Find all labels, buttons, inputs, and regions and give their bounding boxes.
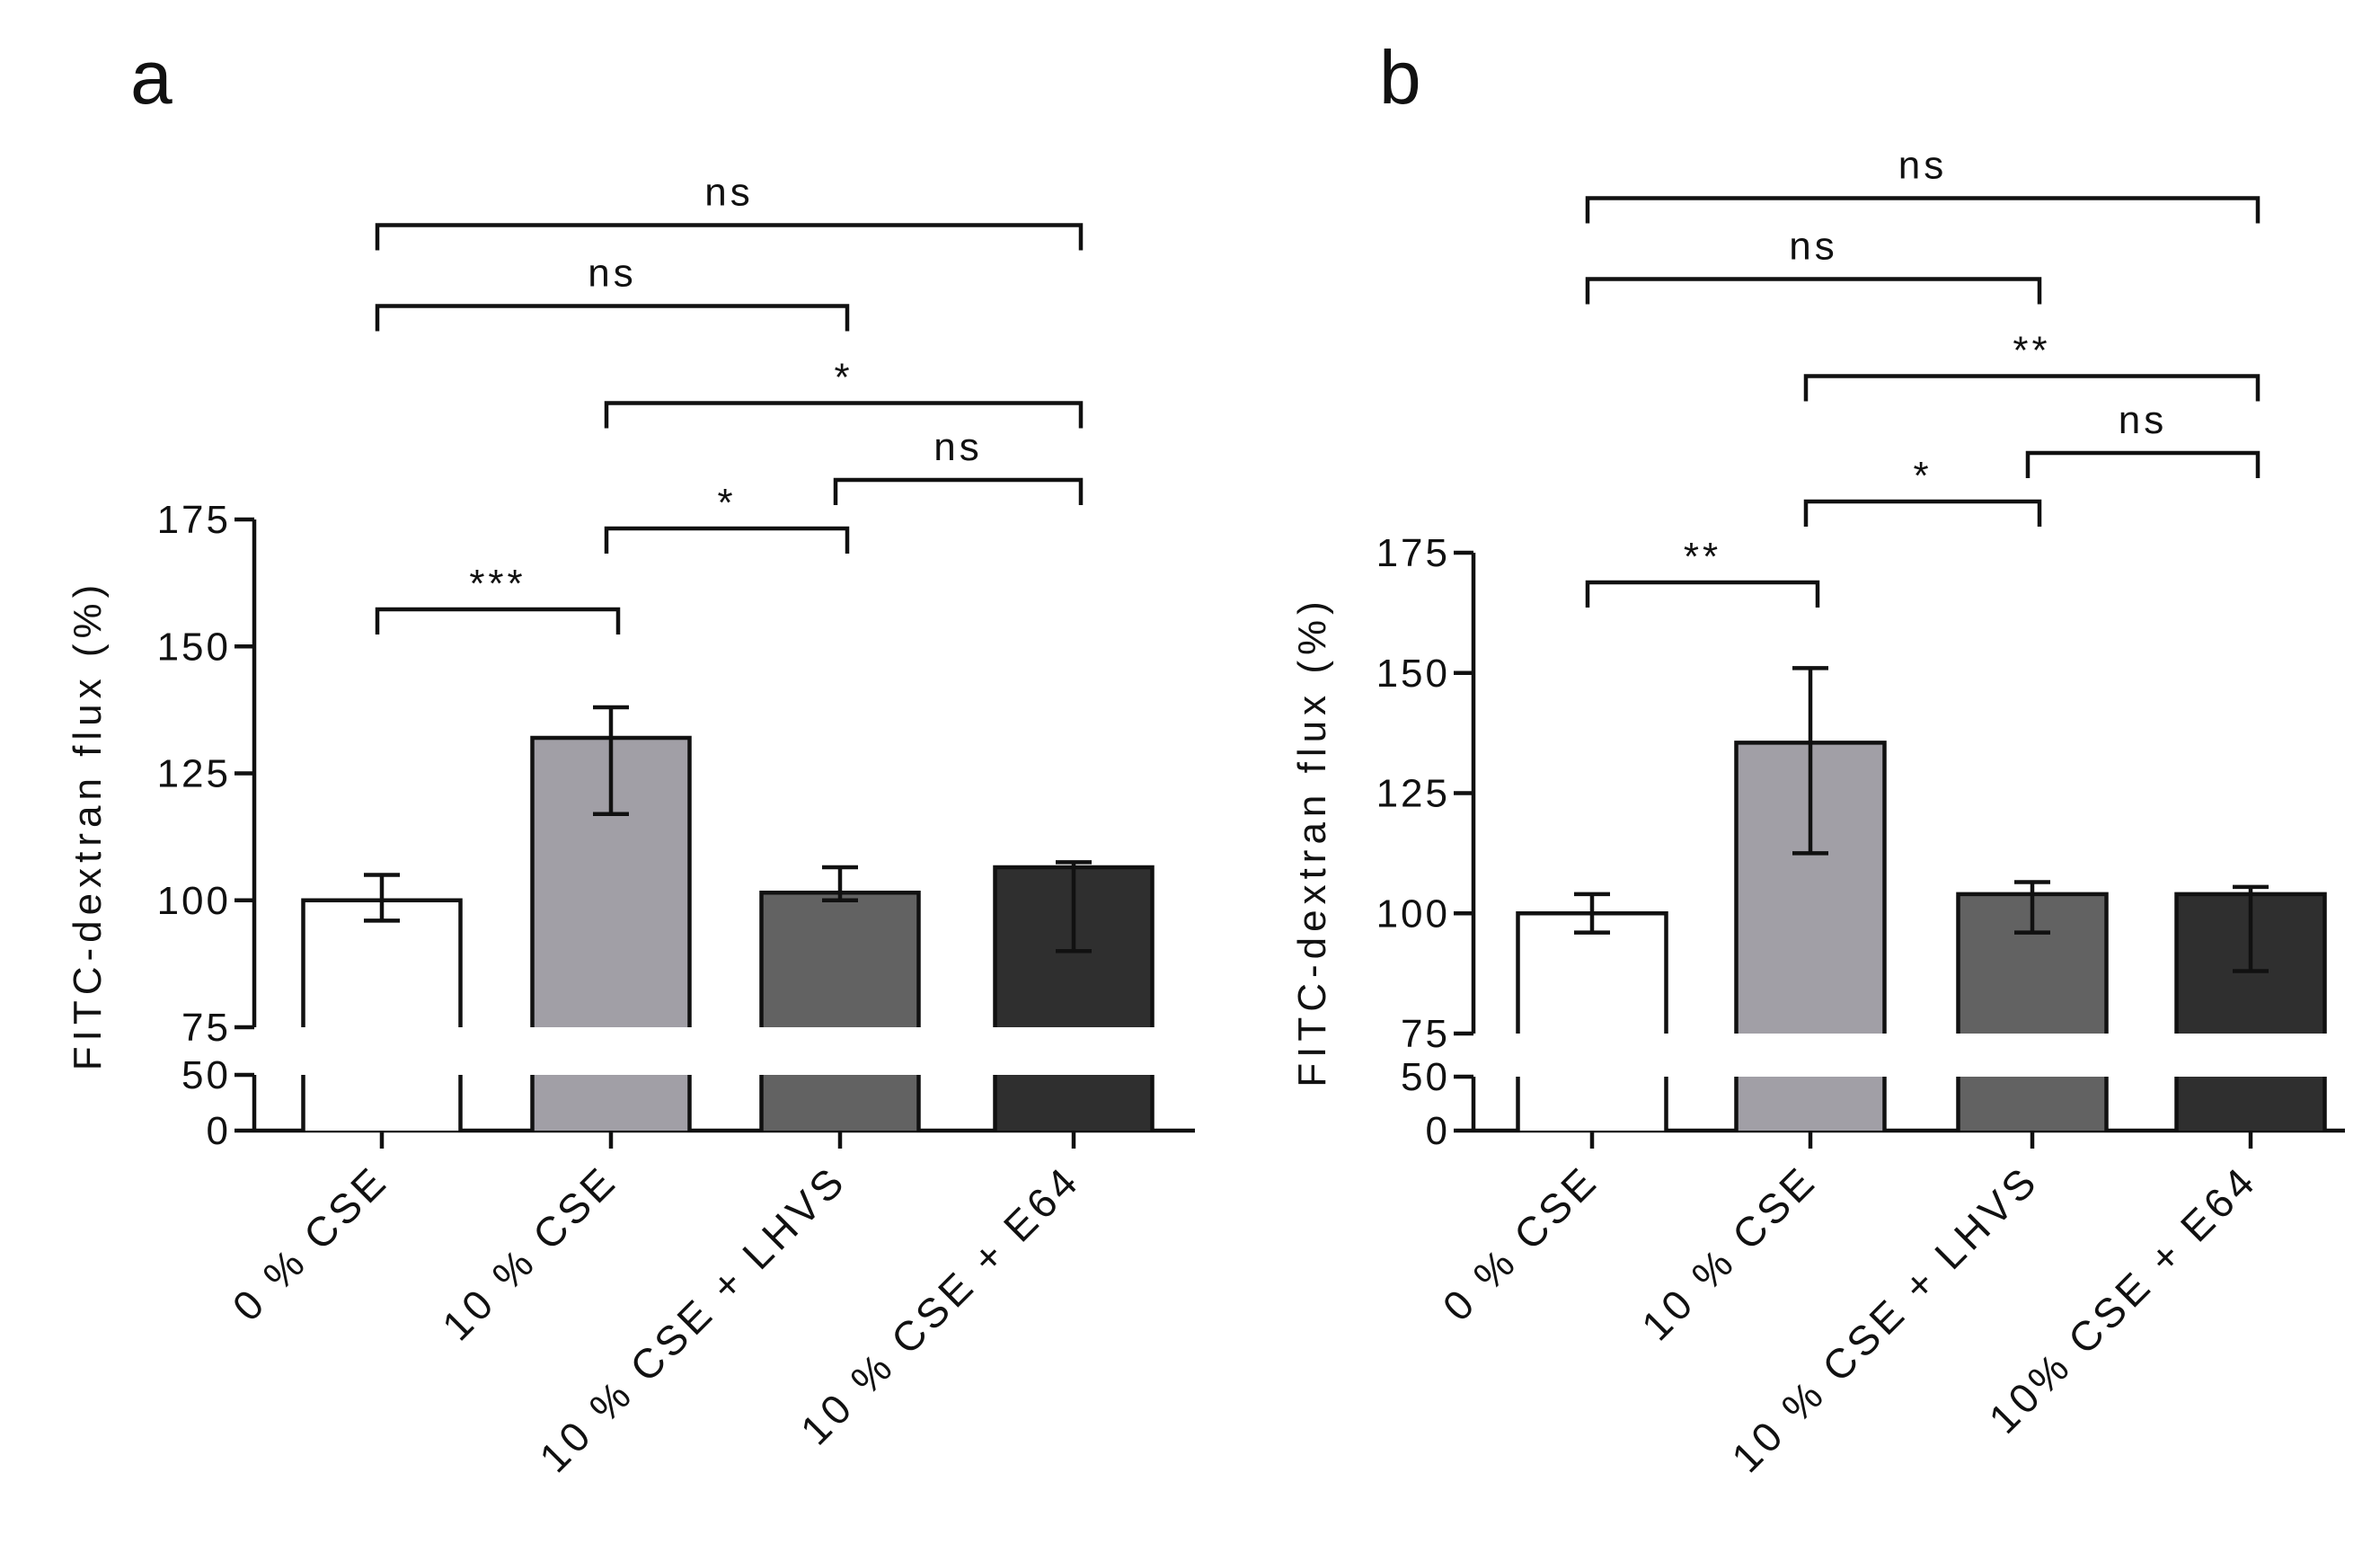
error-bar	[2233, 884, 2269, 973]
bracket-line	[833, 477, 1084, 505]
bracket-line	[604, 526, 850, 554]
error-bar	[2014, 880, 2050, 935]
bracket-line	[375, 607, 621, 635]
panel-b: b FITC-dextran flux (%) 75 100 125 150 175 0 50 0…	[1290, 35, 2345, 1481]
significance-label: *	[1913, 454, 1932, 498]
y-tick-label: 50	[1401, 1055, 1450, 1099]
bar-lower	[995, 1075, 1153, 1131]
significance-label: ns	[2119, 398, 2167, 442]
significance-bracket: **	[1585, 535, 1820, 608]
error-bar	[1792, 666, 1828, 856]
y-tick-label: 0	[1426, 1109, 1450, 1153]
significance-label: **	[1684, 535, 1721, 579]
bracket-line	[604, 401, 1084, 429]
bar-upper	[761, 892, 919, 1027]
x-tick-label: 0 % CSE	[1434, 1156, 1607, 1329]
bar-lower	[303, 1075, 461, 1131]
bracket-line	[1585, 277, 2042, 305]
significance-label: ns	[1789, 225, 1837, 269]
significance-label: ns	[1898, 144, 1947, 188]
y-tick-label: 125	[157, 752, 231, 796]
bracket-line	[375, 223, 1084, 251]
bracket-line	[1585, 580, 1820, 608]
significance-bracket: ns	[833, 425, 1084, 505]
panel-letter: a	[130, 35, 173, 120]
bracket-line	[375, 304, 850, 332]
y-tick-label: 75	[181, 1006, 231, 1050]
bar-lower	[2176, 1077, 2325, 1131]
bar-lower	[1958, 1077, 2107, 1131]
bracket-line	[1803, 499, 2042, 527]
panel-letter: b	[1379, 35, 1421, 120]
significance-bracket: ns	[2025, 398, 2261, 478]
significance-label: ns	[588, 252, 636, 296]
bracket-line	[2025, 450, 2261, 478]
error-bar	[593, 705, 629, 816]
bar-lower	[1517, 1077, 1667, 1131]
y-tick-label: 100	[157, 879, 231, 923]
significance-bracket: ns	[375, 171, 1084, 251]
significance-label: ns	[704, 171, 753, 215]
bracket-line	[1585, 196, 2261, 224]
y-tick-label: 50	[181, 1053, 231, 1097]
significance-bracket: ns	[1585, 144, 2261, 224]
bar-lower	[532, 1075, 690, 1131]
y-axis-label: FITC-dextran flux (%)	[66, 580, 110, 1071]
significance-bracket: *	[604, 356, 1084, 429]
y-tick-label: 125	[1376, 772, 1450, 816]
significance-label: *	[834, 356, 853, 400]
y-tick-label: 75	[1401, 1012, 1450, 1056]
error-bar	[822, 865, 858, 902]
y-tick-label: 0	[207, 1109, 231, 1153]
significance-label: ***	[469, 562, 526, 606]
significance-bracket: ***	[375, 562, 621, 635]
bar-lower	[761, 1075, 919, 1131]
significance-bracket: ns	[375, 252, 850, 332]
significance-label: ns	[933, 425, 982, 469]
significance-bracket: **	[1803, 329, 2261, 402]
x-tick-label: 10 % CSE	[1632, 1156, 1826, 1349]
y-tick-label: 175	[1376, 531, 1450, 575]
error-bar	[1056, 860, 1092, 954]
y-tick-label: 150	[1376, 652, 1450, 696]
error-bar	[364, 873, 400, 923]
significance-label: **	[2013, 329, 2050, 373]
y-tick-label: 175	[157, 498, 231, 542]
significance-bracket: *	[1803, 454, 2042, 527]
y-tick-label: 150	[157, 625, 231, 669]
panel-a: a FITC-dextran flux (%) 75 100 125 150 175 0 50 0…	[66, 35, 1195, 1481]
bracket-line	[1803, 374, 2261, 402]
bar-lower	[1736, 1077, 1885, 1131]
significance-bracket: *	[604, 481, 850, 554]
y-axis-label: FITC-dextran flux (%)	[1290, 596, 1334, 1087]
x-tick-label: 0 % CSE	[224, 1156, 397, 1329]
y-tick-label: 100	[1376, 892, 1450, 936]
x-tick-label: 10 % CSE	[433, 1156, 626, 1349]
significance-bracket: ns	[1585, 225, 2042, 305]
significance-label: *	[717, 481, 736, 525]
error-bar	[1574, 892, 1610, 935]
